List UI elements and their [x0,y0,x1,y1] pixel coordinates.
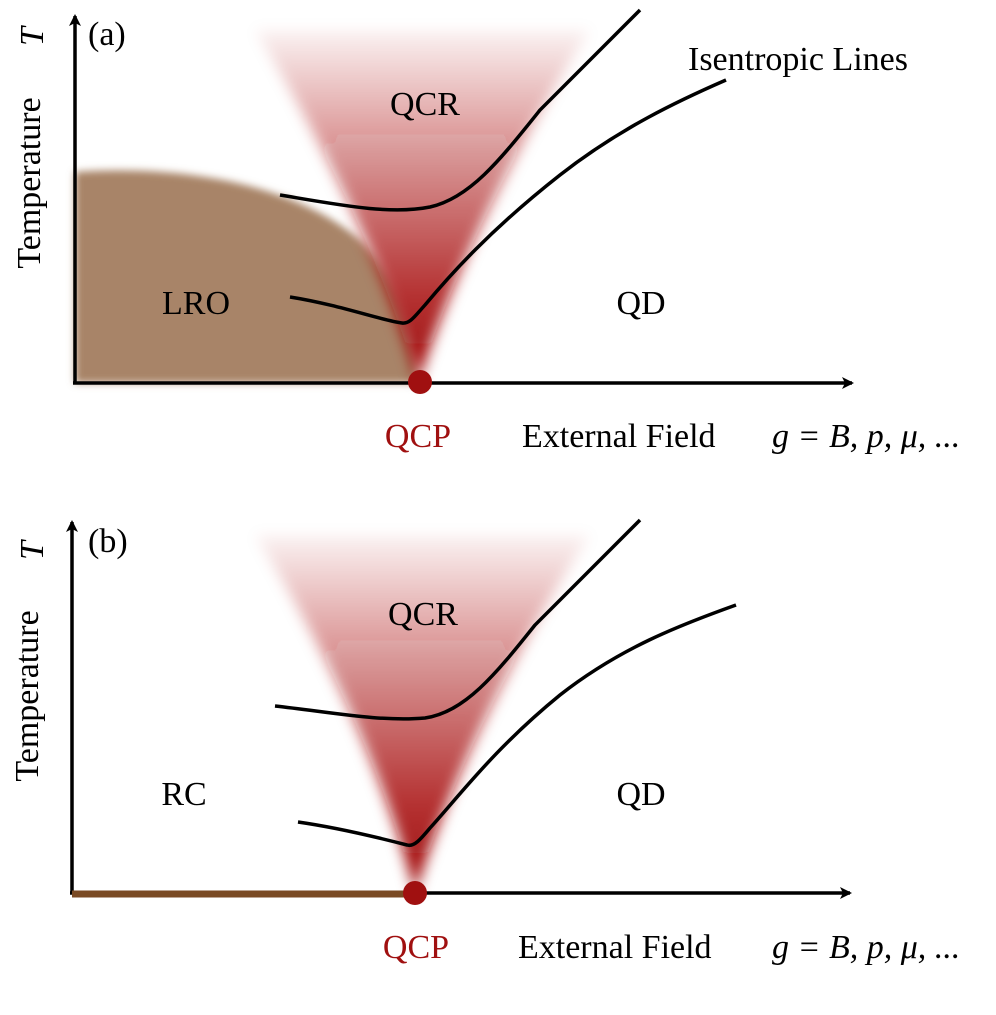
panel-a: (a) T Temperature Isentropic Lines QCR L… [11,8,960,455]
qcr-fan-b [255,535,590,893]
x-axis-label-b: External Field [518,929,712,966]
panel-b: (b) T Temperature QCR RC QD QCP External… [9,518,960,966]
annotation-isentropic-lines: Isentropic Lines [688,41,908,78]
region-qcr-a: QCR [390,86,460,123]
isentrope-lower-b [297,603,737,848]
y-axis-symbol-a: T [14,25,51,46]
region-qd-a: QD [616,285,665,322]
y-axis-label-b: Temperature [9,610,46,781]
region-qd-b: QD [616,776,665,813]
x-axis-label-a: External Field [522,418,716,455]
qcp-point-a [408,370,432,394]
region-lro: LRO [162,285,230,322]
isentrope-lower-a [289,78,727,325]
x-axis-math-b: g = B, p, μ, ... [772,929,960,966]
y-axis-label-a: Temperature [11,97,48,268]
panel-label-b: (b) [88,523,128,560]
region-rc: RC [161,776,206,813]
qcp-label-a: QCP [385,418,451,455]
isentrope-upper-a [279,8,642,212]
isentrope-upper-b [274,518,642,721]
panel-label-a: (a) [88,16,126,53]
qcp-label-b: QCP [383,929,449,966]
lro-region [75,170,418,383]
x-axis-math-a: g = B, p, μ, ... [772,418,960,455]
region-qcr-b: QCR [388,596,458,633]
y-axis-symbol-b: T [14,539,51,560]
qcp-point-b [403,881,427,905]
